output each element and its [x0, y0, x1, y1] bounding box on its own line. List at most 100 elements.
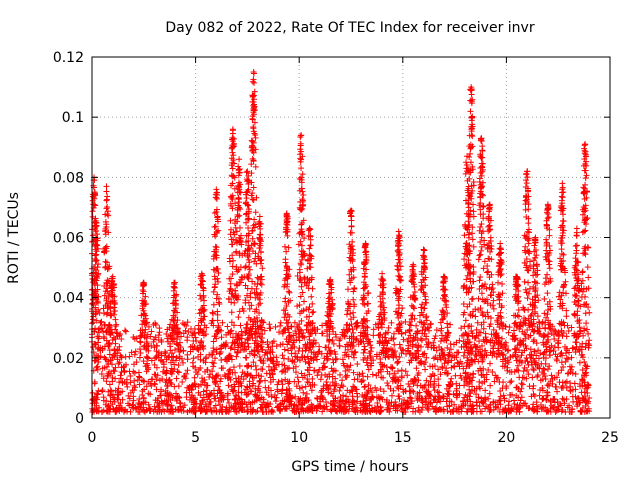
data-point	[239, 369, 246, 376]
data-point	[454, 359, 461, 366]
data-point	[316, 343, 323, 350]
data-point	[264, 355, 271, 362]
data-point	[207, 399, 214, 406]
data-point	[465, 371, 472, 378]
data-point	[124, 383, 131, 390]
data-point	[332, 331, 339, 338]
data-point	[333, 355, 340, 362]
data-point	[311, 382, 318, 389]
data-point	[422, 382, 429, 389]
data-point	[247, 294, 254, 301]
data-point	[239, 406, 246, 413]
data-point	[226, 373, 233, 380]
data-point	[542, 324, 549, 331]
data-point	[359, 370, 366, 377]
data-point	[465, 405, 472, 412]
data-point	[446, 403, 453, 410]
data-point	[516, 347, 523, 354]
data-point	[343, 374, 350, 381]
data-point	[363, 359, 370, 366]
data-point	[502, 360, 509, 367]
data-point	[144, 354, 151, 361]
data-point	[433, 326, 440, 333]
data-point	[213, 373, 220, 380]
data-point	[228, 356, 235, 363]
data-point	[435, 382, 442, 389]
data-point	[203, 403, 210, 410]
data-point	[576, 359, 583, 366]
data-point	[258, 405, 265, 412]
data-point	[218, 408, 225, 415]
data-point	[306, 379, 312, 386]
data-point	[553, 383, 560, 390]
data-point	[392, 377, 399, 384]
data-point	[482, 396, 489, 403]
data-point	[278, 377, 285, 384]
data-point	[351, 285, 358, 292]
data-point	[308, 407, 315, 414]
data-point	[453, 394, 460, 401]
data-point	[527, 346, 534, 353]
data-point	[524, 367, 531, 374]
data-point	[368, 389, 375, 396]
data-point	[321, 363, 328, 370]
data-point	[309, 309, 316, 316]
data-point	[137, 339, 144, 346]
data-point	[569, 370, 576, 377]
data-point	[109, 374, 116, 381]
data-point	[308, 330, 315, 337]
data-point	[572, 370, 579, 377]
data-point	[278, 368, 285, 375]
data-point	[184, 337, 191, 344]
data-point	[135, 408, 142, 415]
data-point	[350, 309, 357, 316]
data-point	[550, 404, 557, 411]
data-point	[255, 383, 262, 390]
data-point	[398, 367, 405, 374]
data-point	[270, 338, 277, 345]
data-point	[336, 387, 343, 394]
data-point	[288, 350, 295, 357]
data-point	[259, 265, 266, 272]
data-point	[530, 367, 537, 374]
data-point	[397, 382, 404, 389]
data-point	[320, 383, 327, 390]
data-point	[101, 364, 108, 371]
data-point	[281, 243, 288, 250]
data-point	[525, 279, 532, 286]
data-point	[103, 183, 110, 190]
data-point	[405, 381, 412, 388]
data-point	[291, 319, 298, 326]
data-point	[292, 363, 299, 370]
data-point	[345, 286, 352, 293]
data-point	[191, 344, 198, 351]
data-point	[515, 313, 522, 320]
data-point	[566, 349, 573, 356]
data-point	[217, 345, 224, 352]
data-point	[464, 354, 471, 361]
data-point	[300, 298, 307, 305]
data-point	[497, 240, 504, 247]
data-point	[410, 303, 417, 310]
data-point	[505, 329, 512, 336]
data-point	[94, 363, 101, 370]
data-point	[415, 370, 422, 377]
data-point	[530, 401, 537, 408]
data-point	[184, 356, 191, 363]
data-point	[273, 343, 280, 350]
data-point	[337, 371, 344, 378]
data-point	[315, 368, 322, 375]
data-point	[236, 395, 243, 402]
data-point	[191, 394, 198, 401]
data-point	[175, 383, 182, 390]
data-point	[453, 354, 460, 361]
data-point	[551, 344, 558, 351]
data-point	[108, 388, 115, 395]
data-point	[246, 399, 253, 406]
data-point	[205, 393, 212, 400]
data-point	[481, 378, 488, 385]
data-point	[476, 403, 483, 410]
data-point	[295, 395, 302, 402]
data-point	[417, 335, 424, 342]
data-point	[348, 222, 355, 229]
